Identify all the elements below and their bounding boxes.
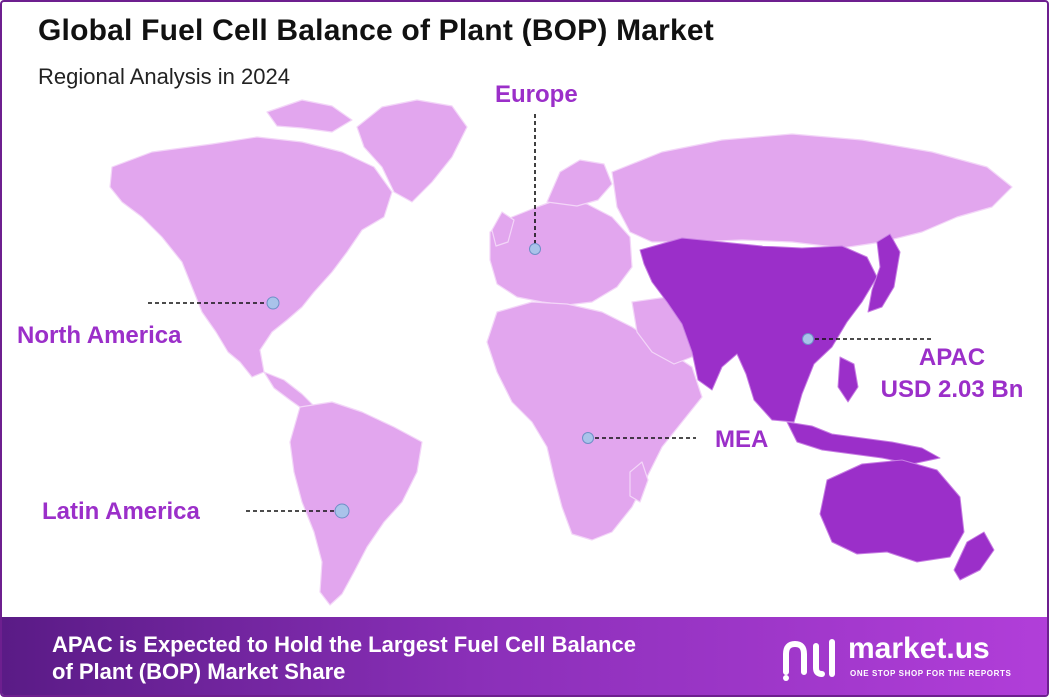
apac-label: APAC	[918, 344, 986, 371]
footer-line-2: of Plant (BOP) Market Share	[52, 659, 346, 684]
australia-shape	[819, 459, 965, 563]
japan-shape	[867, 233, 901, 313]
page-subtitle: Regional Analysis in 2024	[38, 64, 290, 89]
footer-line-1: APAC is Expected to Hold the Largest Fue…	[52, 632, 636, 657]
north-america-label: North America	[17, 322, 182, 349]
north-america-marker	[266, 296, 280, 310]
africa-shape	[486, 301, 703, 541]
canada-islands-shape	[266, 99, 353, 133]
north-america-shape	[109, 136, 393, 378]
south-america-shape	[289, 401, 423, 606]
market-us-logo-icon	[783, 639, 835, 681]
brand-logo: market.us ONE STOP SHOP FOR THE REPORTS	[780, 630, 1030, 686]
russia-shape	[611, 133, 1013, 249]
apac-value: USD 2.03 Bn	[880, 376, 1024, 403]
mea-label: MEA	[715, 426, 769, 453]
latin-america-marker	[334, 503, 350, 519]
central-america-shape	[263, 371, 315, 411]
page-title: Global Fuel Cell Balance of Plant (BOP) …	[38, 14, 714, 47]
world-map	[109, 99, 1013, 606]
madagascar-shape	[629, 461, 649, 503]
uk-shape	[491, 211, 515, 247]
philippines-shape	[837, 356, 859, 403]
brand-name: market.us	[848, 632, 990, 665]
brand-tagline: ONE STOP SHOP FOR THE REPORTS	[850, 669, 1012, 678]
greenland-shape	[356, 99, 468, 203]
new-zealand-shape	[953, 531, 995, 581]
indonesia-shape	[786, 421, 941, 465]
latin-america-label: Latin America	[42, 498, 200, 525]
mea-marker	[582, 432, 594, 444]
scandinavia-shape	[546, 159, 613, 207]
footer-banner: APAC is Expected to Hold the Largest Fue…	[2, 617, 1047, 695]
europe-marker	[529, 243, 541, 255]
apac-label-group: APAC USD 2.03 Bn	[874, 342, 1030, 406]
apac-marker	[802, 333, 814, 345]
europe-label: Europe	[495, 81, 578, 108]
apac-asia-shape	[639, 237, 878, 423]
footer-headline: APAC is Expected to Hold the Largest Fue…	[52, 631, 772, 685]
europe-shape	[489, 197, 633, 306]
